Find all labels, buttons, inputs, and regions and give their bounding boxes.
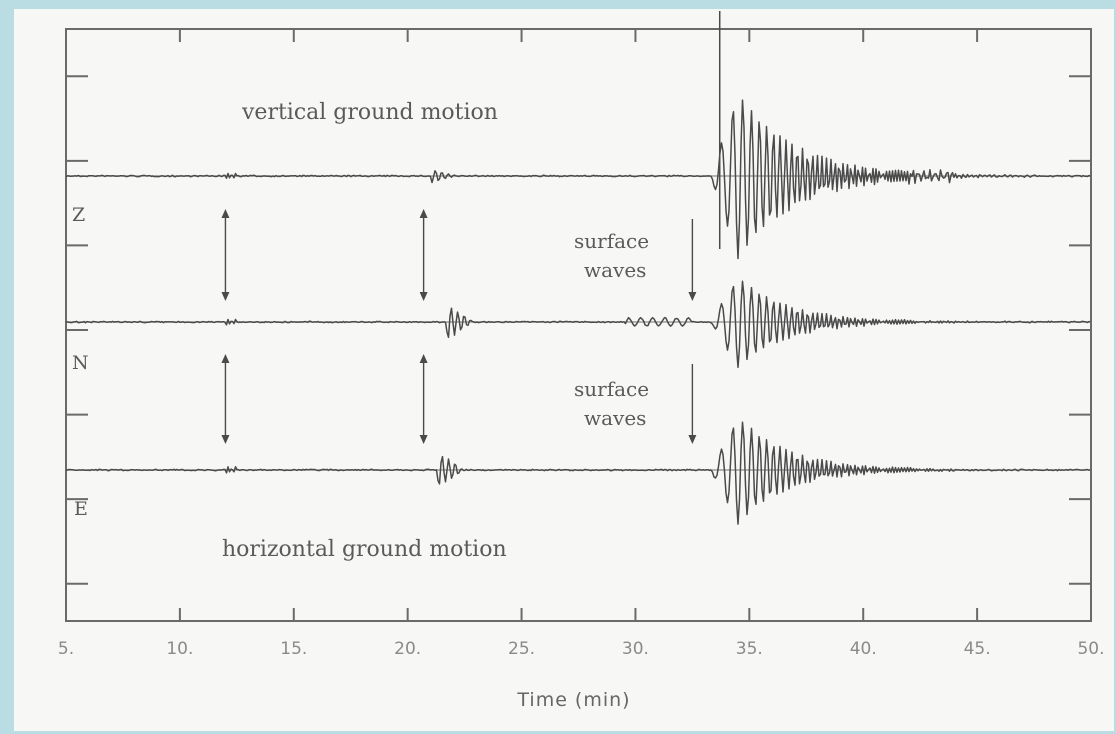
plot-frame [65, 28, 1092, 622]
arrow-head-down [221, 292, 230, 301]
arrival-arrows [221, 209, 697, 444]
arrow-head-up [419, 354, 428, 363]
x-tick-label: 15. [280, 639, 307, 659]
x-tick-label: 10. [166, 639, 193, 659]
x-tick-label: 5. [58, 639, 74, 659]
seismogram-trace-z [65, 99, 1091, 260]
text-labels: vertical ground motion horizontal ground… [72, 100, 649, 711]
arrow-head-up [221, 209, 230, 218]
x-tick-label: 30. [622, 639, 649, 659]
seismogram-figure: vertical ground motion horizontal ground… [14, 9, 1114, 731]
channel-label-n: N [72, 352, 89, 374]
x-tick-label: 35. [736, 639, 763, 659]
arrow-head-down [419, 435, 428, 444]
arrow-head-up [221, 354, 230, 363]
channel-label-e: E [74, 498, 88, 520]
seismogram-chart: vertical ground motion horizontal ground… [58, 11, 1105, 711]
surface-waves-label-1a: surface [574, 229, 649, 253]
x-axis-label: Time (min) [516, 689, 630, 711]
seismogram-trace-n [65, 280, 1091, 369]
x-tick-labels: 5. 10. 15. 20. 25. 30. 35. 40. 45. 50. [58, 639, 1105, 659]
surface-waves-label-2b: waves [584, 406, 646, 430]
arrow-head-down [221, 435, 230, 444]
trace-group [65, 11, 1091, 525]
tick-marks [65, 29, 1092, 621]
surface-waves-label-2a: surface [574, 377, 649, 401]
x-tick-label: 40. [850, 639, 877, 659]
surface-waves-label-1b: waves [584, 258, 646, 282]
x-tick-label: 25. [508, 639, 535, 659]
seismogram-trace-e [65, 421, 1091, 525]
vertical-motion-label: vertical ground motion [241, 100, 498, 125]
arrow-head-down [419, 292, 428, 301]
x-tick-label: 50. [1077, 639, 1104, 659]
channel-label-z: Z [72, 204, 85, 226]
arrow-head-up [419, 209, 428, 218]
surface-arrow-head [688, 292, 697, 301]
surface-arrow-head [688, 435, 697, 444]
horizontal-motion-label: horizontal ground motion [222, 537, 507, 562]
x-tick-label: 45. [964, 639, 991, 659]
x-tick-label: 20. [394, 639, 421, 659]
